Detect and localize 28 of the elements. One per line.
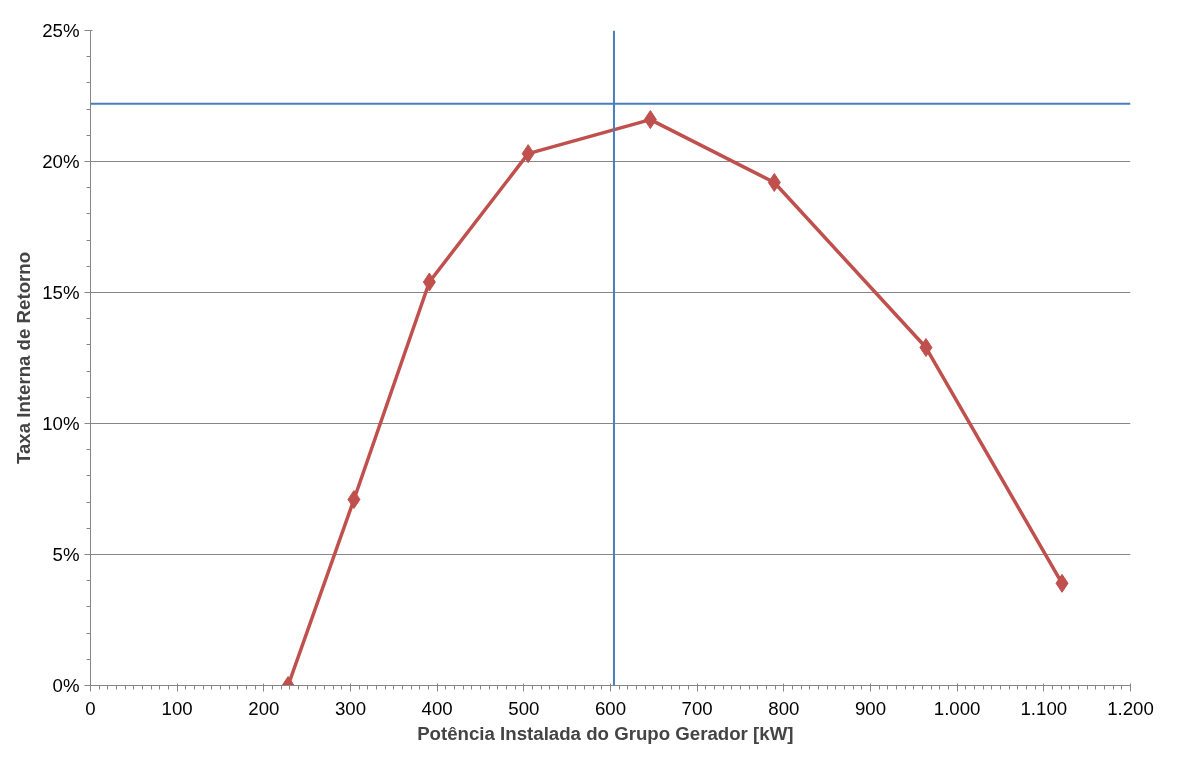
y-tick-label: 15%	[42, 282, 80, 303]
x-tick-label: 900	[854, 697, 887, 719]
x-tick-label: 1.100	[1020, 697, 1068, 719]
x-tick-label: 0	[85, 697, 96, 719]
y-tick-label: 5%	[52, 544, 80, 565]
point	[347, 489, 361, 509]
point	[643, 110, 657, 130]
y-axis-title: Taxa Interna de Retorno	[13, 251, 35, 465]
point	[767, 172, 781, 192]
point	[919, 338, 933, 358]
x-axis-title: Potência Instalada do Grupo Gerador [kW]	[417, 722, 794, 744]
x-tick-label: 400	[421, 697, 453, 719]
x-tick-label: 500	[508, 697, 540, 719]
x-tick-label: 300	[334, 697, 367, 719]
y-tick-label: 10%	[42, 413, 80, 434]
x-tick-label: 200	[248, 697, 280, 719]
point	[521, 144, 535, 164]
x-tick-label: 100	[161, 697, 193, 719]
x-tick-label: 1.200	[1107, 697, 1154, 719]
y-tick-label: 0%	[52, 675, 80, 696]
point	[422, 272, 436, 292]
x-tick-label: 700	[681, 697, 713, 719]
point	[1055, 573, 1069, 593]
x-tick-label: 1.000	[933, 697, 981, 719]
x-tick-label: 800	[768, 697, 800, 719]
x-tick-label: 600	[594, 697, 627, 719]
y-tick-label: 20%	[42, 151, 80, 172]
y-tick-label: 25%	[42, 20, 80, 41]
